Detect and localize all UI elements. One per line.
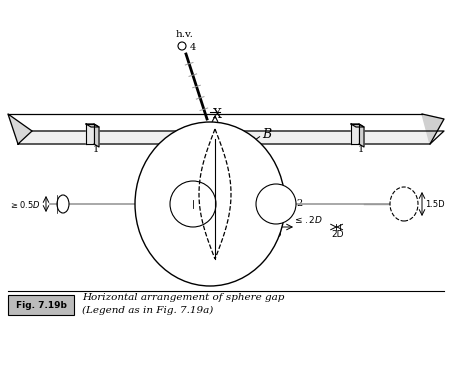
Text: 1.5D: 1.5D <box>424 200 444 209</box>
Text: 2: 2 <box>296 198 303 207</box>
Text: 1: 1 <box>92 144 99 154</box>
Text: 3: 3 <box>145 198 151 207</box>
Polygon shape <box>421 114 443 144</box>
Text: Horizontal arrangement of sphere gap: Horizontal arrangement of sphere gap <box>82 293 284 303</box>
Polygon shape <box>86 124 94 144</box>
Text: 4: 4 <box>189 42 196 51</box>
Text: B: B <box>262 128 271 140</box>
Polygon shape <box>18 131 443 144</box>
Text: S: S <box>234 206 241 216</box>
Text: P: P <box>190 198 198 208</box>
Text: 1: 1 <box>357 144 364 154</box>
Ellipse shape <box>135 122 285 286</box>
FancyBboxPatch shape <box>8 295 74 315</box>
Circle shape <box>255 184 295 224</box>
Polygon shape <box>94 124 99 147</box>
Text: $\leq .2D$: $\leq .2D$ <box>292 214 322 224</box>
Text: 2: 2 <box>160 198 166 207</box>
Polygon shape <box>8 114 32 144</box>
Text: 2D: 2D <box>331 230 344 239</box>
Polygon shape <box>350 124 358 144</box>
Circle shape <box>170 181 216 227</box>
Text: X: X <box>212 108 221 121</box>
Ellipse shape <box>57 195 69 213</box>
Polygon shape <box>86 124 99 127</box>
Text: Fig. 7.19b: Fig. 7.19b <box>15 300 66 310</box>
Text: (Legend as in Fig. 7.19a): (Legend as in Fig. 7.19a) <box>82 305 213 315</box>
Polygon shape <box>358 124 363 147</box>
Polygon shape <box>350 124 363 127</box>
Text: $\geq 0.5D$: $\geq 0.5D$ <box>9 198 41 210</box>
Text: 2D: 2D <box>269 230 281 239</box>
Ellipse shape <box>389 187 417 221</box>
Text: h.v.: h.v. <box>176 30 193 39</box>
